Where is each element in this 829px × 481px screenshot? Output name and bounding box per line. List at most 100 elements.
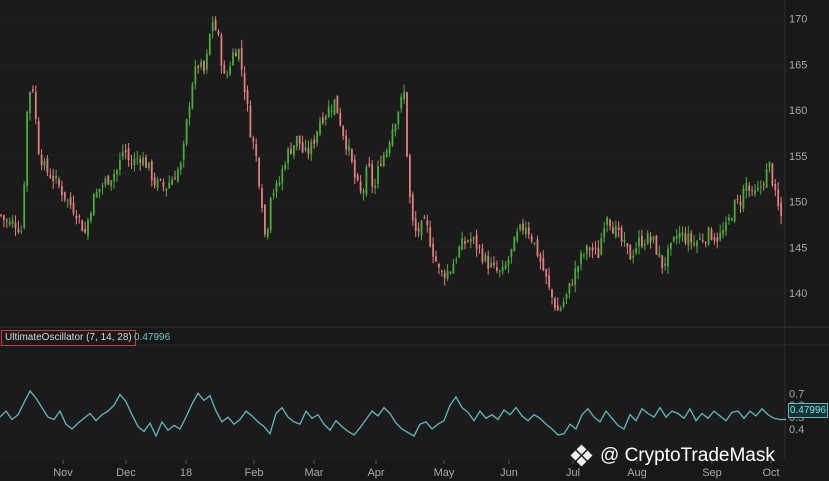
candle-down <box>107 175 110 185</box>
candle-down <box>313 139 316 144</box>
candle-up <box>562 302 565 307</box>
candle-down <box>554 298 556 309</box>
candle-up <box>693 242 695 246</box>
candle-up <box>113 173 115 182</box>
price-tick-label: 170 <box>789 14 807 26</box>
candle-down <box>409 155 411 198</box>
candle-up <box>525 227 527 235</box>
candle-down <box>429 227 432 247</box>
candle-down <box>243 73 246 92</box>
candle-down <box>478 245 481 248</box>
candle-down <box>235 52 237 57</box>
candle-down <box>684 233 687 244</box>
candle-down <box>246 90 249 105</box>
price-tick-label: 160 <box>789 105 807 117</box>
candle-up <box>699 237 701 240</box>
candle-down <box>701 240 704 242</box>
candle-up <box>168 182 171 189</box>
candle-up <box>295 135 298 147</box>
oscillator-title[interactable]: UltimateOscillator (7, 14, 28) <box>1 330 136 346</box>
candle-up <box>365 166 368 195</box>
candle-down <box>556 305 559 311</box>
candle-up <box>206 53 208 70</box>
candle-up <box>324 116 327 120</box>
candle-up <box>156 179 159 188</box>
candle-down <box>629 244 632 260</box>
candle-up <box>171 179 173 185</box>
candle-down <box>81 220 84 232</box>
candle-down <box>736 198 739 200</box>
candle-down <box>342 125 345 137</box>
candle-up <box>533 242 536 244</box>
candle-down <box>3 215 5 220</box>
time-tick-label: May <box>434 467 455 479</box>
candle-up <box>185 119 188 145</box>
candle-down <box>34 91 37 119</box>
candle-up <box>211 22 214 32</box>
candle-up <box>43 161 46 167</box>
candle-down <box>174 177 176 180</box>
candle-up <box>194 66 197 84</box>
candle-up <box>510 248 513 257</box>
candle-down <box>620 227 623 242</box>
candle-down <box>339 112 342 126</box>
time-axis: Nov Dec 18 Feb Mar Apr May Jun Jul Aug Sep Oct <box>53 460 780 479</box>
candle-up <box>501 266 504 272</box>
candle-down <box>356 174 359 181</box>
candle-down <box>371 164 374 187</box>
candle-up <box>269 197 272 230</box>
candle-up <box>165 188 168 191</box>
candle-up <box>519 224 521 230</box>
candle-down <box>336 95 339 114</box>
candle-down <box>84 228 86 233</box>
candle-up <box>92 194 95 216</box>
candle-down <box>406 92 408 157</box>
candle-up <box>397 111 400 125</box>
candle-down <box>704 242 707 244</box>
candle-up <box>632 255 635 258</box>
price-tick-label: 165 <box>789 59 807 71</box>
candle-up <box>188 106 191 118</box>
candle-up <box>446 270 449 279</box>
candle-up <box>177 169 179 182</box>
candle-up <box>768 161 771 168</box>
candle-up <box>310 142 313 155</box>
candle-up <box>229 66 231 75</box>
grid-lines <box>0 0 829 460</box>
candle-down <box>32 89 34 92</box>
candle-up <box>420 220 423 236</box>
candle-down <box>542 257 545 271</box>
candle-up <box>490 262 492 268</box>
candle-down <box>414 218 417 232</box>
candle-down <box>617 227 620 231</box>
candle-up <box>585 245 588 255</box>
candle-down <box>440 271 443 273</box>
candle-down <box>52 175 55 182</box>
time-tick-label: Oct <box>762 467 779 479</box>
candle-up <box>646 233 649 245</box>
candle-up <box>583 254 585 256</box>
candle-up <box>101 185 104 188</box>
candle-up <box>348 145 350 151</box>
candle-up <box>272 193 275 196</box>
candle-up <box>687 233 690 246</box>
candle-up <box>142 157 144 166</box>
candle-down <box>751 189 753 191</box>
candle-up <box>559 307 562 311</box>
candle-down <box>771 163 774 186</box>
candle-up <box>11 219 14 224</box>
price-candles <box>0 16 782 312</box>
candle-up <box>119 159 121 170</box>
candle-up <box>377 166 379 184</box>
candle-up <box>568 283 571 294</box>
time-tick-label: Sep <box>702 467 722 479</box>
candle-up <box>745 182 748 191</box>
candle-down <box>197 65 200 68</box>
candle-up <box>136 158 139 160</box>
candle-up <box>516 231 519 241</box>
candle-down <box>655 235 658 255</box>
candle-down <box>527 227 530 235</box>
price-axis: 170 165 160 155 150 145 140 <box>789 14 807 301</box>
candle-up <box>603 228 606 238</box>
